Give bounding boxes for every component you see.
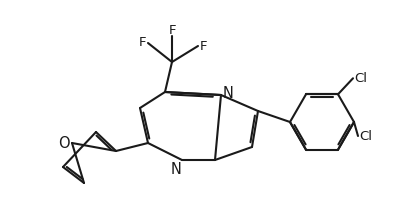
Text: F: F: [168, 24, 176, 37]
Text: F: F: [139, 36, 146, 50]
Text: F: F: [200, 40, 208, 52]
Text: O: O: [58, 135, 70, 151]
Text: Cl: Cl: [354, 72, 367, 85]
Text: N: N: [170, 162, 181, 177]
Text: Cl: Cl: [359, 129, 372, 143]
Text: N: N: [223, 87, 234, 101]
